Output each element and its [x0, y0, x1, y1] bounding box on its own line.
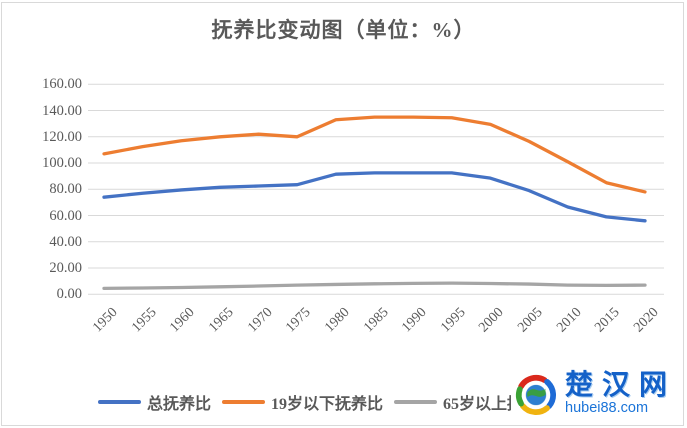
series-line-under19 — [102, 115, 647, 194]
y-axis-tick-label: 120.00 — [42, 128, 82, 145]
y-axis-tick-label: 160.00 — [42, 76, 82, 93]
gridlines — [88, 83, 664, 295]
watermark-text: 楚汉网 hubei88.com — [563, 370, 679, 416]
series-line-total — [102, 171, 647, 223]
pinwheel-globe-logo-icon — [511, 370, 561, 420]
series-line-over65 — [102, 281, 647, 291]
y-axis-tick-label: 0.00 — [56, 286, 82, 303]
legend-swatch — [222, 399, 266, 405]
y-axis-tick-label: 20.00 — [49, 260, 82, 277]
legend-label: 总抚养比 — [147, 396, 212, 413]
y-axis-tick-label: 100.00 — [42, 155, 82, 172]
y-axis-tick-label: 140.00 — [42, 102, 82, 119]
legend-swatch — [394, 399, 438, 405]
legend-item-under19: 19岁以下抚养比 — [222, 390, 383, 414]
legend-label: 19岁以下抚养比 — [271, 396, 384, 413]
chart-legend: 总抚养比 19岁以下抚养比 65岁以上抚养比 — [98, 390, 555, 414]
legend-swatch — [98, 399, 141, 405]
site-url: hubei88.com — [565, 400, 649, 416]
y-axis-tick-label: 40.00 — [49, 233, 82, 250]
y-axis-tick-label: 80.00 — [49, 181, 82, 198]
chart-title: 抚养比变动图（单位：%） — [211, 18, 476, 42]
watermark: 楚汉网 hubei88.com — [511, 370, 679, 420]
legend-item-total: 总抚养比 — [98, 390, 211, 414]
y-axis-tick-label: 60.00 — [49, 207, 82, 224]
series-lines — [102, 115, 647, 291]
site-name: 楚汉网 — [565, 370, 677, 401]
